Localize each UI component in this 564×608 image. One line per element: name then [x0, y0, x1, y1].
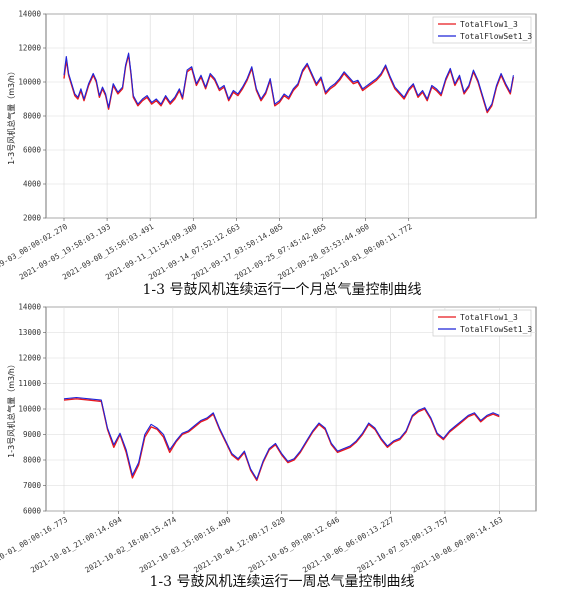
legend-box-month — [432, 16, 532, 44]
y-tick-label: 8000 — [23, 112, 42, 121]
series-line-set-week — [63, 396, 500, 480]
chart-month: 2000 4000 6000 8000 10000 12000 14000 2021-09-… — [0, 10, 537, 298]
y-axis-label-week: 1-3号风机总气量（m3/h） — [6, 360, 16, 458]
y-tick-label: 12000 — [18, 44, 41, 53]
y-tick-label: 14000 — [18, 303, 41, 312]
x-tick-label: 2021-10-02_18:00:15.474 — [83, 515, 178, 575]
y-tick-label: 10000 — [18, 78, 41, 87]
series-lines-month — [63, 52, 515, 114]
y-axis-label-month: 1-3号风机总气量（m3/h） — [6, 67, 16, 165]
x-tick-label: 2021-10-08_00:00:14.163 — [410, 515, 504, 575]
legend-label-set-month: TotalFlowSet1_3 — [460, 32, 532, 41]
y-tick-label: 11000 — [18, 379, 41, 388]
x-ticks-week: 2021-10-01_00:00:16.7732021-10-01_21:00:… — [0, 511, 504, 575]
x-tick-label: 2021-10-05_09:00:12.646 — [247, 515, 342, 575]
x-ticks-month: 2021-09-03_00:00:02.2702021-09-05_19:58:… — [0, 218, 414, 282]
y-tick-label: 6000 — [23, 507, 42, 516]
legend-label-flow-week: TotalFlow1_3 — [460, 313, 518, 322]
x-tick-label: 2021-10-01_21:00:14.694 — [29, 515, 124, 575]
y-ticks-month: 2000 4000 6000 8000 10000 12000 14000 — [18, 10, 46, 223]
y-tick-label: 12000 — [18, 354, 41, 363]
series-line-flow-week — [63, 398, 500, 482]
y-tick-label: 14000 — [18, 10, 41, 19]
series-lines-week — [63, 396, 500, 482]
x-tick-label: 2021-10-07_03:00:13.757 — [355, 515, 449, 575]
caption-month: 1-3 号鼓风机连续运行一个月总气量控制曲线 — [143, 281, 422, 298]
caption-week: 1-3 号鼓风机连续运行一周总气量控制曲线 — [150, 573, 415, 590]
legend-week: TotalFlow1_3 TotalFlowSet1_3 — [432, 309, 532, 337]
legend-label-flow-month: TotalFlow1_3 — [460, 20, 518, 29]
series-line-set-month — [63, 52, 514, 112]
y-tick-label: 4000 — [23, 180, 42, 189]
x-tick-label: 2021-10-04_12:00:17.020 — [192, 515, 287, 575]
legend-month: TotalFlow1_3 TotalFlowSet1_3 — [432, 16, 532, 44]
x-tick-label: 2021-10-03_15:00:16.490 — [138, 515, 233, 575]
legend-label-set-week: TotalFlowSet1_3 — [460, 325, 532, 334]
y-tick-label: 9000 — [23, 430, 42, 439]
y-tick-label: 13000 — [18, 328, 41, 337]
y-tick-label: 10000 — [18, 405, 41, 414]
grid-month — [46, 13, 536, 219]
y-ticks-week: 6000 7000 8000 9000 10000 11000 12000 13000 1400… — [18, 303, 46, 516]
legend-box-week — [432, 309, 532, 337]
x-tick-label: 2021-10-06_06:00:13.227 — [301, 515, 395, 575]
y-tick-label: 2000 — [23, 214, 42, 223]
y-tick-label: 7000 — [23, 481, 42, 490]
chart-week: 6000 7000 8000 9000 10000 11000 12000 13000 1400… — [0, 303, 537, 590]
y-tick-label: 8000 — [23, 456, 42, 465]
y-tick-label: 6000 — [23, 146, 42, 155]
